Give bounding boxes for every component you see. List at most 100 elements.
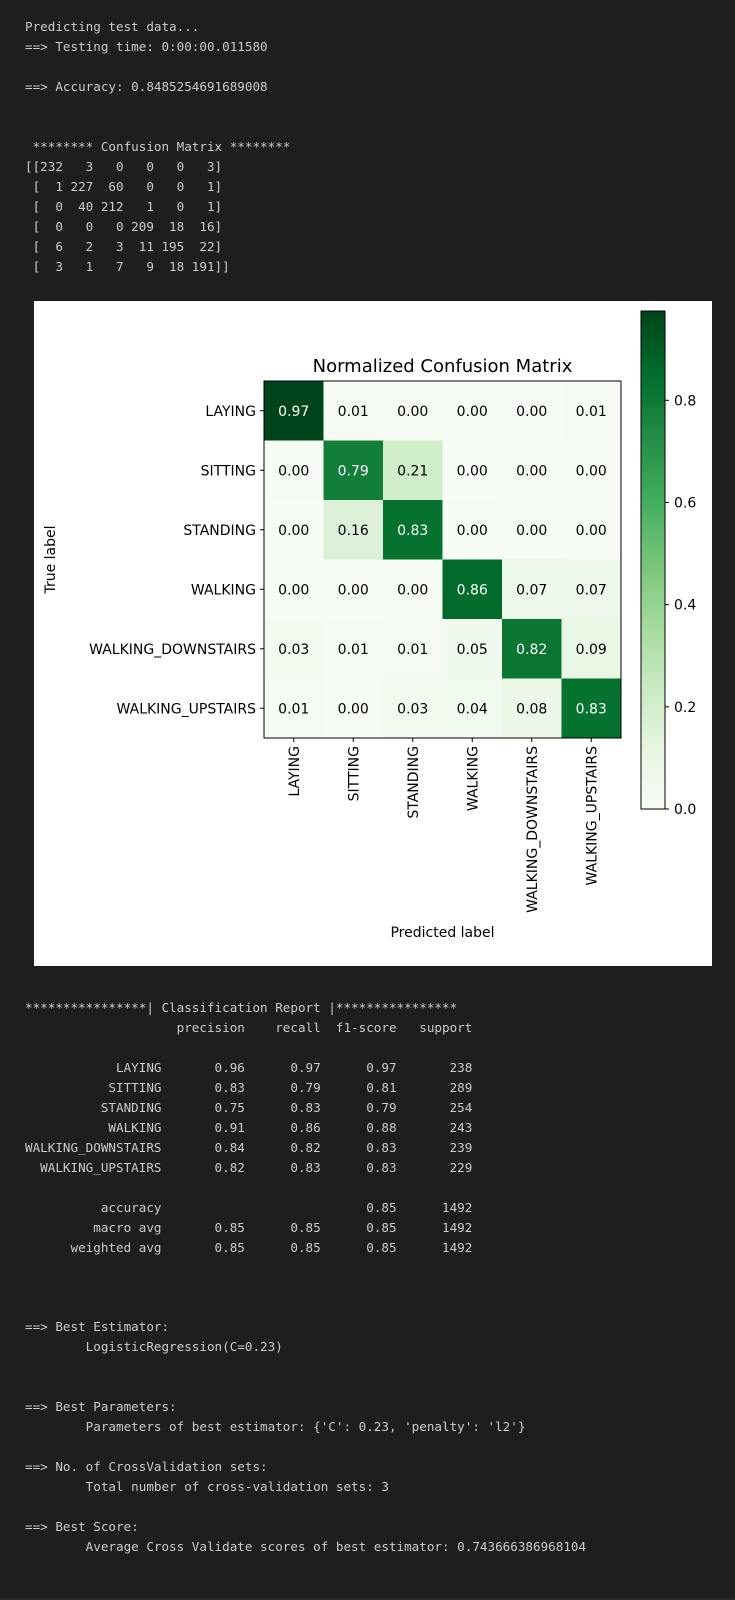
cell-value-label: 0.00 xyxy=(457,523,488,539)
heatmap-cell xyxy=(442,500,503,560)
cell-value-label: 0.00 xyxy=(576,523,607,539)
heatmap-cell xyxy=(502,678,562,739)
heatmap-cell xyxy=(502,440,562,501)
cell-value-label: 0.97 xyxy=(278,404,309,420)
console-line: ==> Best Score: xyxy=(25,1519,139,1534)
heatmap-cell xyxy=(502,559,562,620)
cell-value-label: 0.16 xyxy=(338,523,369,539)
cell-value-label: 0.00 xyxy=(516,463,547,479)
console-line: WALKING 0.91 0.86 0.88 243 xyxy=(25,1120,473,1135)
console-line: ==> Best Estimator: xyxy=(25,1319,170,1334)
heatmap-cell xyxy=(561,381,622,441)
heatmap-cell xyxy=(383,500,443,560)
x-tick-label: WALKING xyxy=(465,746,481,811)
x-tick-label: WALKING_DOWNSTAIRS xyxy=(525,746,541,913)
heatmap-cell xyxy=(502,381,562,441)
colorbar-tick-label: 0.6 xyxy=(674,495,696,511)
cell-value-label: 0.00 xyxy=(397,582,428,598)
heatmap-cell xyxy=(442,619,503,679)
heatmap-cell xyxy=(383,440,443,501)
console-line xyxy=(25,117,290,137)
cell-value-label: 0.86 xyxy=(457,582,488,598)
heatmap-cell xyxy=(323,381,384,441)
console-line: ==> Best Parameters: xyxy=(25,1399,177,1414)
cell-value-label: 0.00 xyxy=(278,523,309,539)
cell-value-label: 0.00 xyxy=(278,582,309,598)
console-line: LAYING 0.96 0.97 0.97 238 xyxy=(25,1060,473,1075)
console-line: Parameters of best estimator: {'C': 0.23… xyxy=(25,1419,526,1434)
heatmap-cell xyxy=(264,381,324,441)
console-line xyxy=(25,1038,472,1058)
console-line: [ 6 2 3 11 195 22] xyxy=(25,239,223,254)
cell-value-label: 0.07 xyxy=(516,582,547,598)
colorbar-tick-label: 0.4 xyxy=(674,598,696,614)
output-bottom-divider xyxy=(0,1598,735,1600)
cell-value-label: 0.08 xyxy=(516,701,547,717)
console-line: ==> Accuracy: 0.8485254691689008 xyxy=(25,79,268,94)
y-tick-label: STANDING xyxy=(183,523,256,539)
heatmap-cell xyxy=(502,619,562,679)
console-line: WALKING_DOWNSTAIRS 0.84 0.82 0.83 239 xyxy=(25,1140,473,1155)
heatmap-cell xyxy=(561,678,622,739)
cell-value-label: 0.01 xyxy=(576,404,607,420)
cell-value-label: 0.03 xyxy=(278,642,309,658)
cell-value-label: 0.03 xyxy=(397,701,428,717)
classification-report-output: ****************| Classification Report … xyxy=(25,998,472,1258)
heatmap-cell xyxy=(264,500,324,560)
y-tick-label: WALKING_DOWNSTAIRS xyxy=(89,642,256,658)
console-line: Average Cross Validate scores of best es… xyxy=(25,1539,587,1554)
y-tick-label: WALKING_UPSTAIRS xyxy=(117,701,257,717)
heatmap-cell xyxy=(323,500,384,560)
console-header-output: Predicting test data... ==> Testing time:… xyxy=(25,17,290,157)
cell-value-label: 0.83 xyxy=(397,523,428,539)
console-line: Predicting test data... xyxy=(25,19,200,34)
confusion-matrix-chart: Normalized Confusion Matrix 0.97 0.01 0.00 0… xyxy=(43,310,696,941)
plot-frame xyxy=(263,380,622,739)
y-tick-label: LAYING xyxy=(205,404,256,420)
console-line xyxy=(25,1357,586,1377)
cell-value-label: 0.00 xyxy=(457,463,488,479)
heatmap-cell xyxy=(323,440,384,501)
console-line: precision recall f1-score support xyxy=(25,1020,473,1035)
console-line: accuracy 0.85 1492 xyxy=(25,1200,473,1215)
heatmap-cell xyxy=(383,559,443,620)
y-tick-label: SITTING xyxy=(201,463,256,479)
heatmap-cell xyxy=(561,559,622,620)
heatmap-cell xyxy=(264,619,324,679)
console-line: ****************| Classification Report … xyxy=(25,1000,458,1015)
heatmap-cell xyxy=(561,619,622,679)
cell-value-label: 0.21 xyxy=(397,463,428,479)
console-line: ==> No. of CrossValidation sets: xyxy=(25,1459,268,1474)
x-axis-label: Predicted label xyxy=(390,925,494,941)
console-line: [ 1 227 60 0 0 1] xyxy=(25,179,223,194)
y-tick-label: WALKING xyxy=(191,582,256,598)
heatmap-cell xyxy=(561,440,622,501)
heatmap-cell xyxy=(383,619,443,679)
heatmap-cell xyxy=(323,619,384,679)
heatmap-cell xyxy=(383,381,443,441)
console-line xyxy=(25,1377,586,1397)
cell-value-label: 0.79 xyxy=(338,463,369,479)
console-line: weighted avg 0.85 0.85 0.85 1492 xyxy=(25,1240,473,1255)
cell-value-label: 0.82 xyxy=(516,642,547,658)
colorbar-tick-label: 0.2 xyxy=(674,700,696,716)
heatmap-cell xyxy=(264,559,324,620)
heatmap-cell xyxy=(264,440,324,501)
console-line: STANDING 0.75 0.83 0.79 254 xyxy=(25,1100,473,1115)
heatmap-cell xyxy=(323,678,384,739)
cell-value-label: 0.00 xyxy=(397,404,428,420)
console-line: WALKING_UPSTAIRS 0.82 0.83 0.83 229 xyxy=(25,1160,473,1175)
cell-value-label: 0.01 xyxy=(278,701,309,717)
raw-confusion-matrix-output: [[232 3 0 0 0 3] [ 1 227 60 0 0 1] [ 0 4… xyxy=(25,157,230,277)
console-line: Total number of cross-validation sets: 3 xyxy=(25,1479,389,1494)
cell-value-label: 0.00 xyxy=(516,404,547,420)
cell-value-label: 0.00 xyxy=(338,701,369,717)
cell-value-label: 0.07 xyxy=(576,582,607,598)
heatmap-cell xyxy=(383,678,443,739)
heatmap-cell xyxy=(264,678,324,739)
cell-value-label: 0.09 xyxy=(576,642,607,658)
console-line xyxy=(25,57,290,77)
x-tick-label: STANDING xyxy=(406,746,422,819)
chart-title: Normalized Confusion Matrix xyxy=(313,356,573,377)
cell-value-label: 0.01 xyxy=(338,404,369,420)
